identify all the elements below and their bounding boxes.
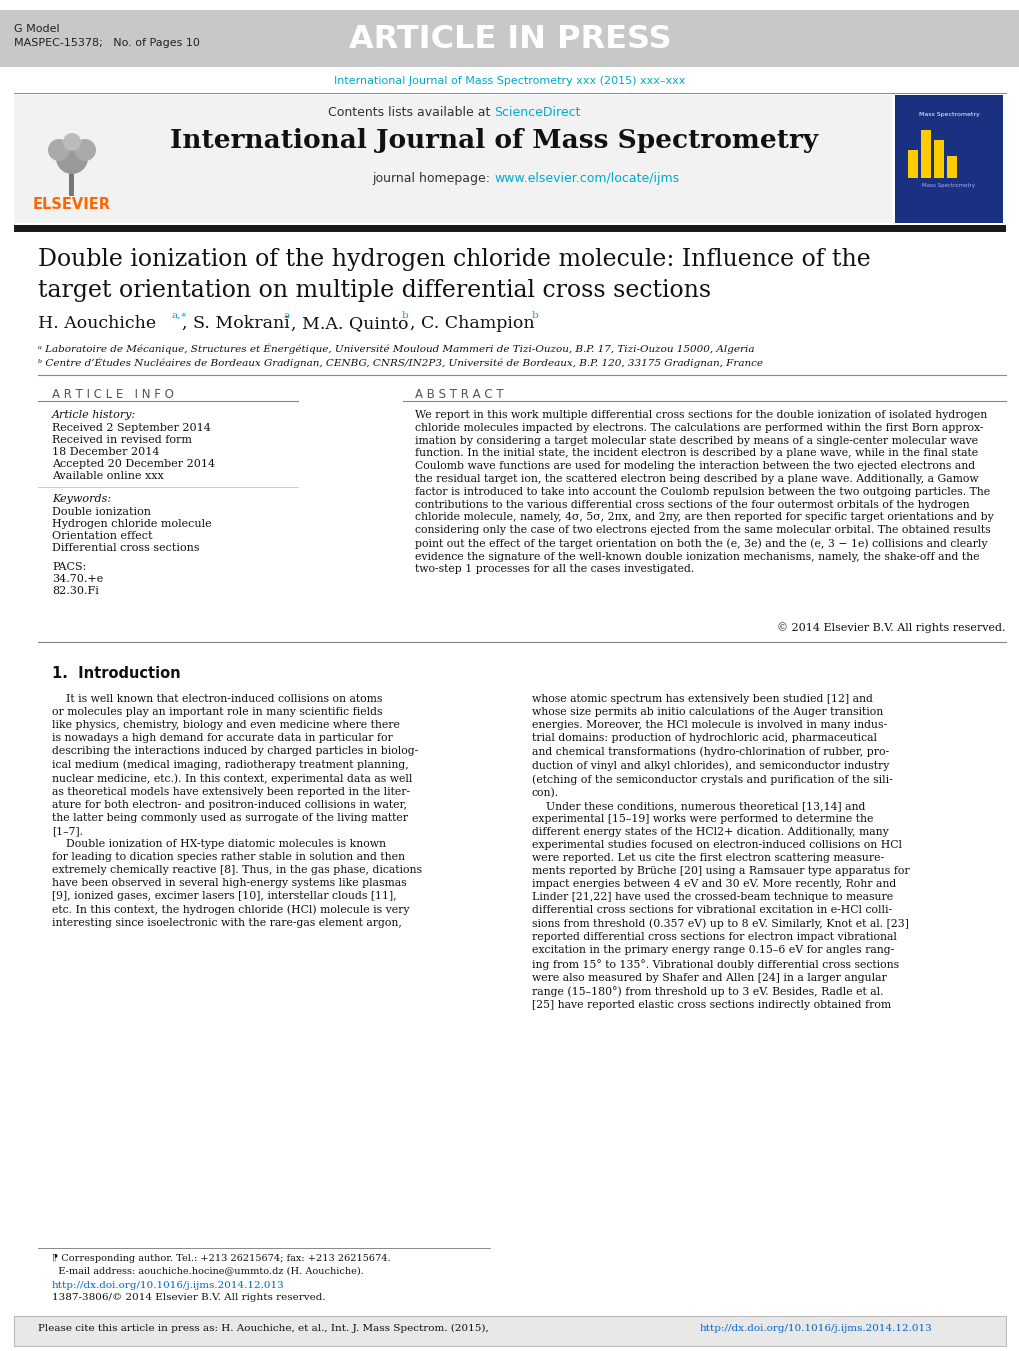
Circle shape xyxy=(56,142,88,174)
Text: Double ionization: Double ionization xyxy=(52,507,151,517)
Text: H. Aouchiche: H. Aouchiche xyxy=(38,315,156,332)
Text: Orientation effect: Orientation effect xyxy=(52,531,153,540)
Text: 82.30.Fi: 82.30.Fi xyxy=(52,586,99,596)
Text: MASPEC-15378;   No. of Pages 10: MASPEC-15378; No. of Pages 10 xyxy=(14,38,200,49)
Text: PACS:: PACS: xyxy=(52,562,87,571)
Text: a,∗: a,∗ xyxy=(172,311,189,320)
Text: Mass Spectrometry: Mass Spectrometry xyxy=(918,112,978,118)
Text: Mass Spectrometry: Mass Spectrometry xyxy=(921,182,974,188)
Text: Article history:: Article history: xyxy=(52,409,137,420)
Text: http://dx.doi.org/10.1016/j.ijms.2014.12.013: http://dx.doi.org/10.1016/j.ijms.2014.12… xyxy=(52,1281,284,1290)
Text: ⁋ Corresponding author. Tel.: +213 26215674; fax: +213 26215674.: ⁋ Corresponding author. Tel.: +213 26215… xyxy=(52,1254,390,1263)
Circle shape xyxy=(48,139,70,161)
Bar xyxy=(69,168,74,196)
Text: , S. Mokrani: , S. Mokrani xyxy=(181,315,289,332)
Bar xyxy=(14,226,1005,232)
Text: Differential cross sections: Differential cross sections xyxy=(52,543,200,553)
Text: Contents lists available at: Contents lists available at xyxy=(327,105,493,119)
Text: ARTICLE IN PRESS: ARTICLE IN PRESS xyxy=(348,24,671,55)
Bar xyxy=(907,150,917,178)
Text: 34.70.+e: 34.70.+e xyxy=(52,574,103,584)
Text: Keywords:: Keywords: xyxy=(52,494,111,504)
Text: 1.  Introduction: 1. Introduction xyxy=(52,666,180,681)
Text: ELSEVIER: ELSEVIER xyxy=(33,197,111,212)
Text: Received in revised form: Received in revised form xyxy=(52,435,192,444)
Text: , M.A. Quinto: , M.A. Quinto xyxy=(290,315,408,332)
Text: http://dx.doi.org/10.1016/j.ijms.2014.12.013: http://dx.doi.org/10.1016/j.ijms.2014.12… xyxy=(699,1324,931,1333)
Bar xyxy=(14,1316,1005,1346)
Text: b: b xyxy=(532,311,538,320)
Text: International Journal of Mass Spectrometry xxx (2015) xxx–xxx: International Journal of Mass Spectromet… xyxy=(334,76,685,86)
Text: ᵃ Laboratoire de Mécanique, Structures et Énergétique, Université Mouloud Mammer: ᵃ Laboratoire de Mécanique, Structures e… xyxy=(38,345,754,354)
Circle shape xyxy=(63,132,81,151)
Bar xyxy=(0,9,1019,68)
Text: Double ionization of the hydrogen chloride molecule: Influence of the
target ori: Double ionization of the hydrogen chlori… xyxy=(38,249,870,303)
Bar xyxy=(920,130,930,178)
Text: G Model: G Model xyxy=(14,24,59,34)
Text: Hydrogen chloride molecule: Hydrogen chloride molecule xyxy=(52,519,211,530)
Text: It is well known that electron-induced collisions on atoms
or molecules play an : It is well known that electron-induced c… xyxy=(52,694,422,928)
Text: International Journal of Mass Spectrometry: International Journal of Mass Spectromet… xyxy=(170,128,817,153)
Circle shape xyxy=(74,139,96,161)
Text: A R T I C L E   I N F O: A R T I C L E I N F O xyxy=(52,388,173,401)
Text: 1387-3806/© 2014 Elsevier B.V. All rights reserved.: 1387-3806/© 2014 Elsevier B.V. All right… xyxy=(52,1293,325,1302)
Text: © 2014 Elsevier B.V. All rights reserved.: © 2014 Elsevier B.V. All rights reserved… xyxy=(776,621,1005,632)
Bar xyxy=(933,141,943,178)
Text: Received 2 September 2014: Received 2 September 2014 xyxy=(52,423,211,434)
Text: journal homepage:: journal homepage: xyxy=(372,172,493,185)
Text: E-mail address: aouchiche.hocine@ummto.dz (H. Aouchiche).: E-mail address: aouchiche.hocine@ummto.d… xyxy=(52,1266,364,1275)
Text: b: b xyxy=(401,311,409,320)
Bar xyxy=(14,95,892,223)
Text: whose atomic spectrum has extensively been studied [12] and
whose size permits a: whose atomic spectrum has extensively be… xyxy=(532,694,909,1009)
Bar xyxy=(946,155,956,178)
Text: , C. Champion: , C. Champion xyxy=(410,315,534,332)
Text: ᵇ Centre d’Études Nucléaires de Bordeaux Gradignan, CENBG, CNRS/IN2P3, Universit: ᵇ Centre d’Études Nucléaires de Bordeaux… xyxy=(38,358,762,369)
Text: Accepted 20 December 2014: Accepted 20 December 2014 xyxy=(52,459,215,469)
Text: a: a xyxy=(283,311,289,320)
Text: A B S T R A C T: A B S T R A C T xyxy=(415,388,503,401)
Text: 18 December 2014: 18 December 2014 xyxy=(52,447,159,457)
Bar xyxy=(894,95,1002,223)
Text: We report in this work multiple differential cross sections for the double ioniz: We report in this work multiple differen… xyxy=(415,409,993,574)
Text: ScienceDirect: ScienceDirect xyxy=(493,105,580,119)
Text: Please cite this article in press as: H. Aouchiche, et al., Int. J. Mass Spectro: Please cite this article in press as: H.… xyxy=(38,1324,491,1333)
Text: www.elsevier.com/locate/ijms: www.elsevier.com/locate/ijms xyxy=(493,172,679,185)
Text: Available online xxx: Available online xxx xyxy=(52,471,164,481)
